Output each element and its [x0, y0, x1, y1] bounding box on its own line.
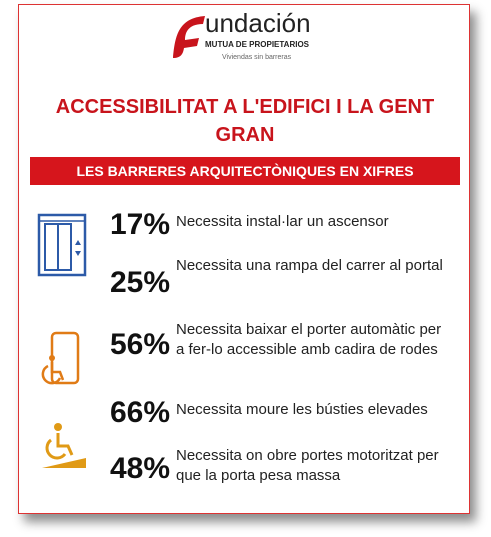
banner: LES BARRERES ARQUITECTÒNIQUES EN XIFRES	[30, 157, 460, 185]
percentage: 17%	[109, 208, 170, 241]
elevator-icon	[37, 213, 87, 277]
description: Necessita on obre portes motoritzat per …	[176, 447, 439, 484]
logo-mark	[173, 16, 205, 58]
percentage: 56%	[109, 328, 170, 361]
percentage: 48%	[109, 452, 170, 485]
card	[18, 4, 470, 514]
description: Necessita baixar el porter automàtic per…	[176, 321, 442, 358]
description: Necessita instal·lar un ascensor	[176, 213, 389, 230]
intercom-icon	[41, 331, 80, 385]
percentage: 25%	[109, 266, 170, 299]
title: ACCESSIBILITAT A L'EDIFICI I LA GENT GRA…	[55, 96, 435, 146]
logo-name: undación	[205, 8, 311, 38]
description: Necessita moure les bústies elevades	[176, 401, 428, 418]
ramp-icon	[42, 423, 86, 468]
description: Necessita una rampa del carrer al portal	[176, 257, 443, 274]
percentage: 66%	[109, 396, 170, 429]
logo-tagline: MUTUA DE PROPIETARIOS	[205, 40, 310, 49]
logo-motto: Viviendas sin barreras	[222, 54, 292, 61]
